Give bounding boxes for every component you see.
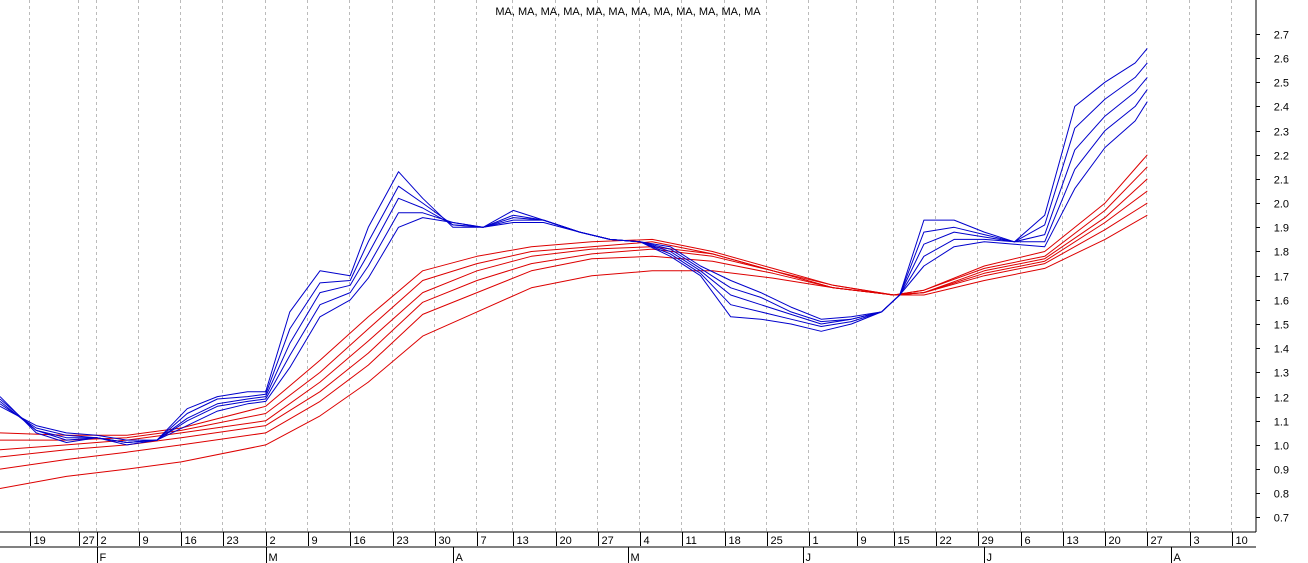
short-ma-series-group (0, 48, 1148, 446)
long-ma-line-8 (0, 190, 1148, 458)
y-tick-label-13: 2.0 (1274, 199, 1289, 211)
x-tick-label-3: 9 (143, 535, 149, 547)
x-tick-label-9: 23 (397, 535, 409, 547)
long-ma-line-9 (0, 202, 1148, 470)
x-tick-label-20: 9 (861, 535, 867, 547)
month-tick-label-3: M (631, 552, 640, 563)
y-axis-ticks: 0.7 0.8 0.9 1.0 1.1 1.2 1.3 1.4 1.5 1.6 1.7 1.8 1.9 2… (1256, 30, 1289, 525)
x-tick-label-12: 13 (517, 535, 529, 547)
y-tick-label-0: 0.7 (1274, 513, 1289, 525)
y-tick-label-2: 0.9 (1274, 465, 1289, 477)
y-tick-label-5: 1.2 (1274, 393, 1289, 405)
x-tick-label-26: 20 (1109, 535, 1121, 547)
y-tick-label-20: 2.7 (1274, 30, 1289, 42)
x-axis-day-ticks: 19 27 2 9 16 23 2 9 16 23 30 7 13 20 27 4 11 18 25 1 9 15 22 29… (30, 532, 1248, 547)
month-tick-label-0: F (100, 552, 107, 563)
y-tick-label-4: 1.1 (1274, 417, 1289, 429)
x-tick-label-14: 27 (602, 535, 614, 547)
x-tick-label-4: 16 (185, 535, 197, 547)
y-tick-label-8: 1.5 (1274, 320, 1289, 332)
chart-title: MA, MA, MA, MA, MA, MA, MA, MA, MA, MA, … (495, 6, 761, 18)
x-tick-label-13: 20 (560, 535, 572, 547)
y-tick-label-10: 1.7 (1274, 272, 1289, 284)
y-tick-label-6: 1.3 (1274, 368, 1289, 380)
x-tick-label-8: 16 (354, 535, 366, 547)
long-ma-line-6 (0, 166, 1148, 441)
x-tick-label-5: 23 (227, 535, 239, 547)
y-tick-label-11: 1.8 (1274, 247, 1289, 259)
long-ma-series-group (0, 154, 1148, 489)
long-ma-line-5 (0, 154, 1148, 436)
x-tick-label-18: 25 (771, 535, 783, 547)
y-tick-label-18: 2.5 (1274, 78, 1289, 90)
month-tick-label-2: A (456, 552, 464, 563)
y-tick-label-12: 1.9 (1274, 223, 1289, 235)
y-tick-label-9: 1.6 (1274, 296, 1289, 308)
month-tick-label-5: J (987, 552, 993, 563)
long-ma-line-10 (0, 214, 1148, 489)
y-tick-label-14: 2.1 (1274, 175, 1289, 187)
x-tick-label-7: 9 (312, 535, 318, 547)
x-tick-label-23: 29 (982, 535, 994, 547)
x-tick-label-29: 10 (1236, 535, 1248, 547)
x-tick-label-10: 30 (439, 535, 451, 547)
x-tick-label-17: 18 (729, 535, 741, 547)
x-tick-label-11: 7 (481, 535, 487, 547)
x-tick-label-25: 13 (1067, 535, 1079, 547)
month-tick-label-1: M (269, 552, 278, 563)
y-tick-label-19: 2.6 (1274, 54, 1289, 66)
x-tick-label-0: 19 (34, 535, 46, 547)
x-tick-label-2: 2 (101, 535, 107, 547)
y-tick-label-17: 2.4 (1274, 102, 1289, 114)
x-tick-label-16: 11 (686, 535, 697, 547)
y-tick-label-1: 0.8 (1274, 489, 1289, 501)
x-tick-label-27: 27 (1151, 535, 1163, 547)
x-tick-label-6: 2 (270, 535, 276, 547)
month-tick-label-6: A (1174, 552, 1182, 563)
x-tick-label-21: 15 (898, 535, 910, 547)
y-tick-label-15: 2.2 (1274, 151, 1289, 163)
x-tick-label-19: 1 (813, 535, 819, 547)
y-tick-label-16: 2.3 (1274, 127, 1289, 139)
long-ma-line-7 (0, 178, 1148, 451)
x-tick-label-24: 6 (1025, 535, 1031, 547)
x-tick-label-1: 27 (83, 535, 95, 547)
x-tick-label-22: 22 (940, 535, 952, 547)
y-tick-label-7: 1.4 (1274, 344, 1289, 356)
x-tick-label-15: 4 (644, 535, 650, 547)
month-tick-label-4: J (806, 552, 812, 563)
y-tick-label-3: 1.0 (1274, 441, 1289, 453)
x-tick-label-28: 3 (1194, 535, 1200, 547)
short-ma-line-4 (0, 101, 1148, 441)
